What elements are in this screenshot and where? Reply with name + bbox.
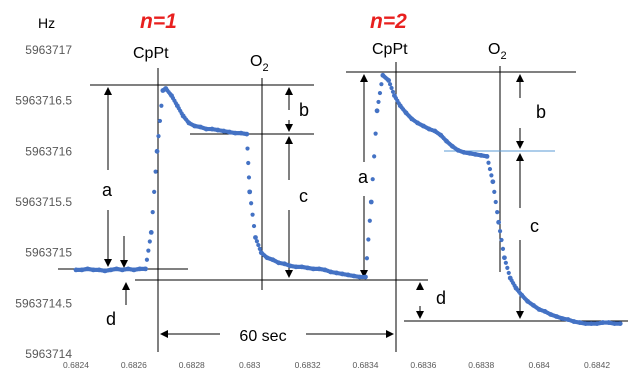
label-c-n1: c xyxy=(299,186,308,206)
data-point xyxy=(387,82,393,87)
data-point xyxy=(373,131,378,136)
y-tick-labels: 5963717 5963716.5 5963716 5963715.5 5963715 5… xyxy=(15,43,72,361)
o2-label-n2: O2 xyxy=(488,41,507,62)
data-point xyxy=(366,237,371,242)
data-point xyxy=(245,146,250,151)
x-tick-label: 0.6826 xyxy=(121,360,147,370)
data-point xyxy=(372,154,377,159)
label-b-n2: b xyxy=(536,102,546,122)
data-point xyxy=(254,239,260,244)
data-point xyxy=(159,103,164,108)
data-point xyxy=(502,255,507,261)
n1-label: n=1 xyxy=(140,10,177,33)
data-point xyxy=(489,173,494,178)
data-point xyxy=(244,131,250,137)
data-point xyxy=(497,229,503,234)
data-series xyxy=(73,72,623,326)
data-point xyxy=(249,201,254,206)
data-point xyxy=(505,265,510,270)
data-point xyxy=(253,235,258,240)
x-tick-label: 0.6832 xyxy=(295,360,321,370)
data-point xyxy=(495,210,500,215)
data-point xyxy=(367,218,372,223)
data-point xyxy=(363,274,368,280)
data-point xyxy=(150,210,155,215)
n2-label: n=2 xyxy=(370,10,407,33)
label-c-n2: c xyxy=(530,216,539,236)
data-point xyxy=(157,118,163,124)
data-point xyxy=(390,89,396,94)
x-tick-label: 0.6824 xyxy=(63,360,89,370)
data-point xyxy=(247,189,253,195)
y-tick-label: 5963715 xyxy=(25,246,72,260)
data-point xyxy=(500,246,506,251)
data-point xyxy=(484,154,490,159)
x-tick-labels: 0.6824 0.6826 0.6828 0.683 0.6832 0.6834 0.683… xyxy=(63,360,610,370)
data-point xyxy=(146,248,151,253)
data-point xyxy=(156,134,161,139)
annotation-lines xyxy=(58,62,628,352)
data-point xyxy=(246,175,252,180)
y-tick-label: 5963714 xyxy=(25,347,72,361)
annotation-arrows xyxy=(104,74,524,338)
y-tick-label: 5963715.5 xyxy=(15,195,72,209)
data-point xyxy=(257,246,262,251)
cppt-label-n2: CpPt xyxy=(372,41,408,58)
x-tick-label: 0.6836 xyxy=(410,360,436,370)
label-d-n1: d xyxy=(106,309,116,329)
y-tick-label: 5963716.5 xyxy=(15,94,72,108)
data-point xyxy=(250,212,255,217)
x-tick-label: 0.6834 xyxy=(352,360,378,370)
y-tick-label: 5963716 xyxy=(25,144,72,158)
data-point xyxy=(487,166,493,172)
data-point xyxy=(386,78,392,83)
data-point xyxy=(379,82,384,87)
y-tick-label: 5963717 xyxy=(25,43,72,57)
x-tick-label: 0.6838 xyxy=(468,360,494,370)
label-a-n1: a xyxy=(102,180,113,200)
data-point xyxy=(496,219,502,225)
data-point xyxy=(152,189,157,194)
y-tick-label: 5963714.5 xyxy=(15,296,72,310)
data-point xyxy=(148,230,154,235)
cppt-label-n1: CpPt xyxy=(133,45,169,62)
y-unit-label: Hz xyxy=(38,15,55,31)
x-tick-label: 0.683 xyxy=(239,360,261,370)
data-point xyxy=(147,239,152,244)
x-tick-label: 0.6828 xyxy=(179,360,205,370)
data-point xyxy=(246,160,251,166)
data-point xyxy=(370,177,375,182)
data-point xyxy=(364,256,370,261)
data-point xyxy=(256,242,261,248)
data-point xyxy=(376,99,381,105)
time-span-label: 60 sec xyxy=(239,328,286,345)
data-point xyxy=(154,148,160,154)
data-point xyxy=(153,169,158,174)
data-point xyxy=(492,189,497,194)
x-tick-label: 0.6842 xyxy=(584,360,610,370)
data-point xyxy=(506,270,511,276)
data-point xyxy=(389,85,394,91)
data-point xyxy=(617,321,623,326)
o2-label-n1: O2 xyxy=(250,53,269,74)
x-tick-label: 0.684 xyxy=(529,360,551,370)
data-point xyxy=(503,260,508,265)
data-point xyxy=(377,90,383,96)
data-point xyxy=(368,199,374,205)
data-point xyxy=(251,223,257,229)
data-point xyxy=(493,199,498,205)
data-point xyxy=(486,160,491,165)
data-point xyxy=(499,237,504,243)
data-point xyxy=(143,266,148,272)
data-point xyxy=(490,179,496,185)
label-a-n2: a xyxy=(358,167,369,187)
label-b-n1: b xyxy=(299,100,309,120)
label-d-n2: d xyxy=(436,288,446,308)
data-point xyxy=(144,257,150,262)
data-point xyxy=(374,108,380,114)
